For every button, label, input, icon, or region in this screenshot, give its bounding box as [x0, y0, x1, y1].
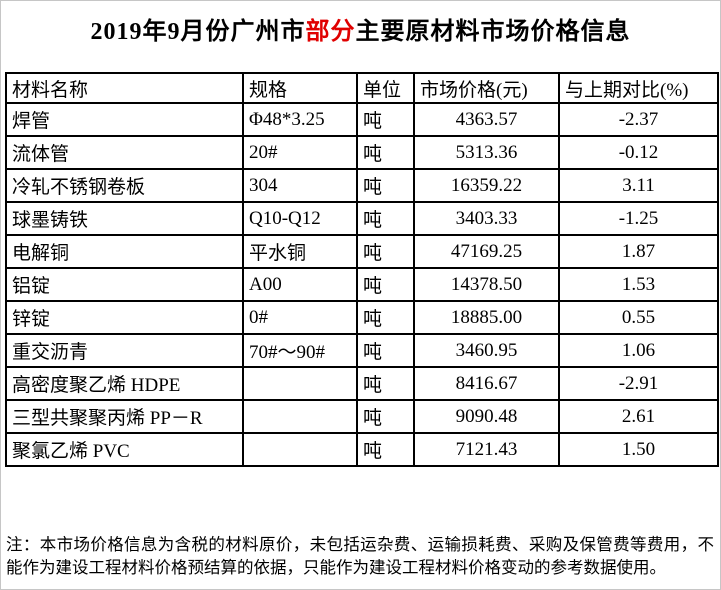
cell-change-vs-previous: 1.50 [558, 432, 719, 467]
cell-market-price: 5313.36 [413, 135, 560, 170]
title-highlight: 部分 [305, 19, 356, 45]
cell-market-price: 4363.57 [413, 102, 560, 137]
cell-material-name: 流体管 [5, 135, 244, 170]
col-header-specification: 规格 [242, 72, 358, 104]
cell-unit: 吨 [356, 102, 415, 137]
page-title: 2019年9月份广州市部分主要原材料市场价格信息 [1, 11, 720, 46]
table-row: 重交沥青 70#～90# 吨 3460.95 1.06 [5, 333, 719, 368]
table-header-row: 材料名称 规格 单位 市场价格(元) 与上期对比(%) [5, 72, 719, 104]
footnote: 注：本市场价格信息为含税的材料原价，未包括运杂费、运输损耗费、采购及保管费等费用… [6, 535, 714, 577]
cell-material-name: 电解铜 [5, 234, 244, 269]
cell-change-vs-previous: 1.06 [558, 333, 719, 368]
table-row: 聚氯乙烯 PVC 吨 7121.43 1.50 [5, 432, 719, 467]
cell-market-price: 18885.00 [413, 300, 560, 335]
cell-material-name: 焊管 [5, 102, 244, 137]
table-row: 三型共聚聚丙烯 PP－R 吨 9090.48 2.61 [5, 399, 719, 434]
cell-change-vs-previous: -0.12 [558, 135, 719, 170]
cell-unit: 吨 [356, 168, 415, 203]
cell-specification [242, 432, 358, 467]
cell-change-vs-previous: 0.55 [558, 300, 719, 335]
cell-unit: 吨 [356, 267, 415, 302]
cell-unit: 吨 [356, 135, 415, 170]
title-prefix: 2019年9月份广州市 [90, 19, 306, 45]
cell-market-price: 3460.95 [413, 333, 560, 368]
col-header-unit: 单位 [356, 72, 415, 104]
cell-change-vs-previous: -2.91 [558, 366, 719, 401]
table-row: 冷轧不锈钢卷板 304 吨 16359.22 3.11 [5, 168, 719, 203]
cell-specification [242, 366, 358, 401]
cell-specification: 70#～90# [242, 333, 358, 368]
cell-change-vs-previous: 1.87 [558, 234, 719, 269]
cell-specification [242, 399, 358, 434]
cell-material-name: 聚氯乙烯 PVC [5, 432, 244, 467]
table-row: 电解铜 平水铜吨 47169.25 1.87 [5, 234, 719, 269]
table-row: 铝锭 A00 吨 14378.50 1.53 [5, 267, 719, 302]
price-table: 材料名称 规格 单位 市场价格(元) 与上期对比(%) 焊管 Φ48*3.25 吨 4… [5, 72, 719, 467]
cell-material-name: 冷轧不锈钢卷板 [5, 168, 244, 203]
cell-specification: 20# [242, 135, 358, 170]
cell-specification: 304 [242, 168, 358, 203]
title-suffix: 主要原材料市场价格信息 [355, 19, 631, 45]
cell-market-price: 47169.25 [413, 234, 560, 269]
cell-material-name: 锌锭 [5, 300, 244, 335]
cell-unit: 吨 [356, 399, 415, 434]
cell-material-name: 球墨铸铁 [5, 201, 244, 236]
cell-market-price: 14378.50 [413, 267, 560, 302]
cell-market-price: 9090.48 [413, 399, 560, 434]
table-row: 流体管 20# 吨 5313.36 -0.12 [5, 135, 719, 170]
table-row: 高密度聚乙烯 HDPE 吨 8416.67 -2.91 [5, 366, 719, 401]
cell-market-price: 7121.43 [413, 432, 560, 467]
cell-change-vs-previous: 3.11 [558, 168, 719, 203]
cell-market-price: 8416.67 [413, 366, 560, 401]
cell-unit: 吨 [356, 333, 415, 368]
cell-change-vs-previous: -2.37 [558, 102, 719, 137]
cell-change-vs-previous: 1.53 [558, 267, 719, 302]
col-header-material-name: 材料名称 [5, 72, 244, 104]
table-row: 球墨铸铁 Q10-Q12 吨 3403.33 -1.25 [5, 201, 719, 236]
cell-market-price: 3403.33 [413, 201, 560, 236]
cell-unit: 吨 [356, 234, 415, 269]
cell-specification: Q10-Q12 [242, 201, 358, 236]
cell-unit: 吨 [356, 300, 415, 335]
cell-specification: 0# [242, 300, 358, 335]
cell-material-name: 高密度聚乙烯 HDPE [5, 366, 244, 401]
cell-unit: 吨 [356, 366, 415, 401]
cell-unit: 吨 [356, 201, 415, 236]
col-header-change-vs-previous: 与上期对比(%) [558, 72, 719, 104]
cell-specification: A00 [242, 267, 358, 302]
cell-material-name: 三型共聚聚丙烯 PP－R [5, 399, 244, 434]
table-row: 焊管 Φ48*3.25 吨 4363.57 -2.37 [5, 102, 719, 137]
cell-change-vs-previous: 2.61 [558, 399, 719, 434]
cell-material-name: 重交沥青 [5, 333, 244, 368]
cell-unit: 吨 [356, 432, 415, 467]
cell-specification: 平水铜 [242, 234, 358, 269]
cell-change-vs-previous: -1.25 [558, 201, 719, 236]
cell-material-name: 铝锭 [5, 267, 244, 302]
col-header-market-price: 市场价格(元) [413, 72, 560, 104]
cell-specification: Φ48*3.25 [242, 102, 358, 137]
table-row: 锌锭 0# 吨 18885.00 0.55 [5, 300, 719, 335]
cell-market-price: 16359.22 [413, 168, 560, 203]
